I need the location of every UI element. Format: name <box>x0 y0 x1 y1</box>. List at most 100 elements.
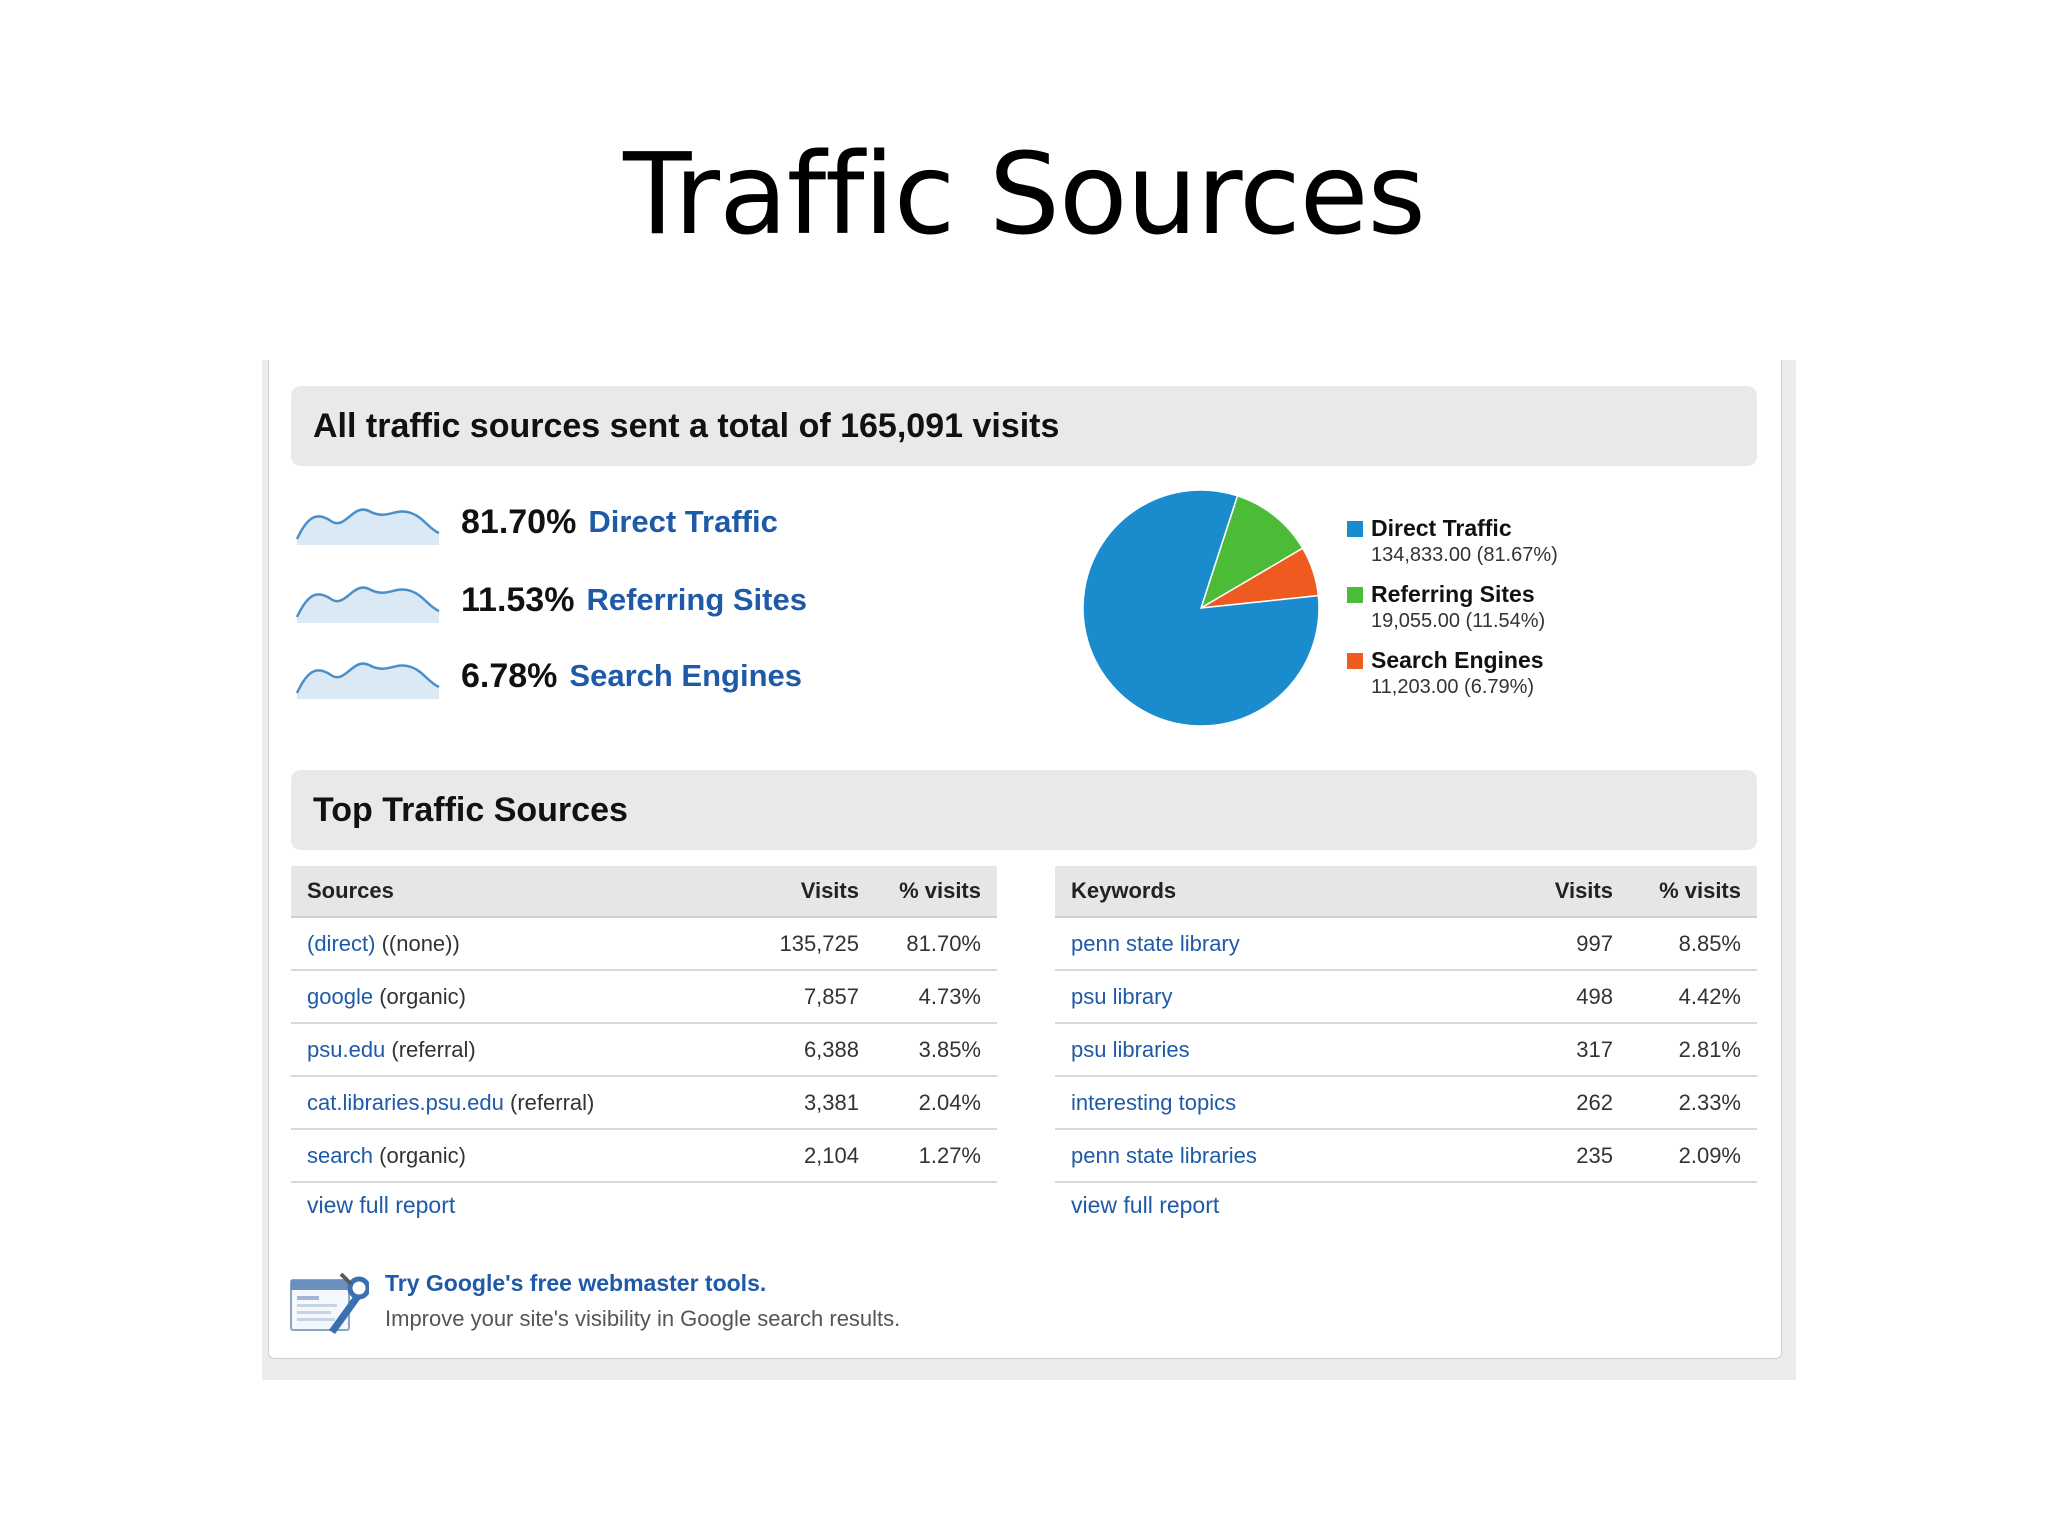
search-engines-link[interactable]: Search Engines <box>569 658 802 693</box>
keyword-link[interactable]: psu libraries <box>1071 1036 1190 1062</box>
percent-cell: 8.85% <box>1629 917 1757 971</box>
keyword-link[interactable]: psu library <box>1071 983 1173 1009</box>
webmaster-tools-link[interactable]: Try Google's free webmaster tools. <box>385 1270 767 1296</box>
percent-cell: 2.81% <box>1629 1023 1757 1077</box>
legend-label: Referring Sites <box>1371 581 1535 607</box>
table-row: psu library 498 4.42% <box>1055 970 1757 1024</box>
column-header-percent-visits[interactable]: % visits <box>1629 866 1757 918</box>
keyword-link[interactable]: penn state libraries <box>1071 1142 1257 1168</box>
percent-cell: 4.73% <box>875 970 997 1024</box>
table-row: search (organic) 2,104 1.27% <box>291 1129 997 1183</box>
visits-cell: 262 <box>1437 1076 1629 1130</box>
legend-value: 134,833.00 (81.67%) <box>1371 544 1558 566</box>
percent-cell: 2.04% <box>875 1076 997 1130</box>
legend-swatch <box>1347 587 1363 603</box>
analytics-panel: All traffic sources sent a total of 165,… <box>268 360 1782 1359</box>
sparkline-icon <box>295 662 440 699</box>
pie-chart-svg <box>1082 489 1320 727</box>
referring-sites-link[interactable]: Referring Sites <box>586 582 807 617</box>
webmaster-tools-description: Improve your site's visibility in Google… <box>385 1306 901 1331</box>
search-engines-percent: 6.78% <box>461 656 558 695</box>
source-cell: google (organic) <box>291 970 713 1024</box>
column-header-visits[interactable]: Visits <box>1437 866 1629 918</box>
legend-swatch <box>1347 521 1363 537</box>
source-cell: cat.libraries.psu.edu (referral) <box>291 1076 713 1130</box>
column-header-percent-visits[interactable]: % visits <box>875 866 997 918</box>
pie-slice-direct-traffic <box>1082 489 1320 727</box>
percent-cell: 81.70% <box>875 917 997 971</box>
column-header-visits[interactable]: Visits <box>713 866 875 918</box>
visits-cell: 3,381 <box>713 1076 875 1130</box>
summary-row-referring: 11.53% Referring Sites <box>295 570 807 630</box>
top-sources-header: Top Traffic Sources <box>291 770 1757 850</box>
table-row: psu libraries 317 2.81% <box>1055 1023 1757 1077</box>
summary-row-search: 6.78% Search Engines <box>295 646 802 706</box>
legend-item-direct: Direct Traffic 134,833.00 (81.67%) <box>1347 514 1558 568</box>
visits-cell: 7,857 <box>713 970 875 1024</box>
keyword-cell: psu libraries <box>1055 1023 1437 1077</box>
source-link[interactable]: search <box>307 1142 374 1168</box>
direct-traffic-percent: 81.70% <box>461 502 577 541</box>
summary-row-direct: 81.70% Direct Traffic <box>295 492 778 552</box>
keyword-cell: penn state libraries <box>1055 1129 1437 1183</box>
legend-item-referring: Referring Sites 19,055.00 (11.54%) <box>1347 580 1558 634</box>
table-row: psu.edu (referral) 6,388 3.85% <box>291 1023 997 1077</box>
visits-cell: 235 <box>1437 1129 1629 1183</box>
source-medium: (organic) <box>373 983 466 1009</box>
keyword-link[interactable]: penn state library <box>1071 930 1240 956</box>
overview-header: All traffic sources sent a total of 165,… <box>291 386 1757 466</box>
table-header-row: Sources Visits % visits <box>291 866 997 918</box>
keywords-view-full-report-link[interactable]: view full report <box>1071 1192 1220 1218</box>
percent-cell: 4.42% <box>1629 970 1757 1024</box>
table-row: cat.libraries.psu.edu (referral) 3,381 2… <box>291 1076 997 1130</box>
table-row: penn state libraries 235 2.09% <box>1055 1129 1757 1183</box>
keywords-table: Keywords Visits % visits penn state libr… <box>1055 866 1757 1183</box>
visits-cell: 6,388 <box>713 1023 875 1077</box>
legend-value: 19,055.00 (11.54%) <box>1371 610 1546 632</box>
table-row: penn state library 997 8.85% <box>1055 917 1757 971</box>
sources-table: Sources Visits % visits (direct) ((none)… <box>291 866 997 1183</box>
source-link[interactable]: psu.edu <box>307 1036 386 1062</box>
column-header-sources[interactable]: Sources <box>291 866 713 918</box>
visits-cell: 135,725 <box>713 917 875 971</box>
percent-cell: 2.09% <box>1629 1129 1757 1183</box>
referring-sites-percent: 11.53% <box>461 580 575 619</box>
keyword-cell: psu library <box>1055 970 1437 1024</box>
legend-item-search: Search Engines 11,203.00 (6.79%) <box>1347 646 1558 700</box>
legend-label: Direct Traffic <box>1371 515 1512 541</box>
sparkline-icon <box>295 508 440 545</box>
column-header-keywords[interactable]: Keywords <box>1055 866 1437 918</box>
visits-cell: 498 <box>1437 970 1629 1024</box>
traffic-pie-chart <box>1081 488 1321 728</box>
legend-label: Search Engines <box>1371 647 1544 673</box>
source-medium: (referral) <box>385 1036 476 1062</box>
pie-legend: Direct Traffic 134,833.00 (81.67%) Refer… <box>1347 514 1558 712</box>
source-link[interactable]: (direct) <box>307 930 376 956</box>
table-row: google (organic) 7,857 4.73% <box>291 970 997 1024</box>
slide-title: Traffic Sources <box>623 130 1426 260</box>
source-link[interactable]: google <box>307 983 374 1009</box>
legend-swatch <box>1347 653 1363 669</box>
keyword-cell: interesting topics <box>1055 1076 1437 1130</box>
percent-cell: 1.27% <box>875 1129 997 1183</box>
visits-cell: 2,104 <box>713 1129 875 1183</box>
source-link[interactable]: cat.libraries.psu.edu <box>307 1089 504 1115</box>
percent-cell: 2.33% <box>1629 1076 1757 1130</box>
keyword-cell: penn state library <box>1055 917 1437 971</box>
percent-cell: 3.85% <box>875 1023 997 1077</box>
source-cell: (direct) ((none)) <box>291 917 713 971</box>
table-header-row: Keywords Visits % visits <box>1055 866 1757 918</box>
source-medium: ((none)) <box>375 930 460 956</box>
table-row: (direct) ((none)) 135,725 81.70% <box>291 917 997 971</box>
sparkline-icon <box>295 586 440 623</box>
visits-cell: 997 <box>1437 917 1629 971</box>
sources-view-full-report-link[interactable]: view full report <box>307 1192 456 1218</box>
source-medium: (referral) <box>503 1089 595 1115</box>
legend-value: 11,203.00 (6.79%) <box>1371 676 1535 698</box>
pie-slice-referring-sites <box>1199 494 1304 610</box>
keyword-link[interactable]: interesting topics <box>1071 1089 1237 1115</box>
source-medium: (organic) <box>373 1142 466 1168</box>
direct-traffic-link[interactable]: Direct Traffic <box>588 504 778 539</box>
source-cell: psu.edu (referral) <box>291 1023 713 1077</box>
webmaster-tools-icon <box>290 1272 369 1334</box>
